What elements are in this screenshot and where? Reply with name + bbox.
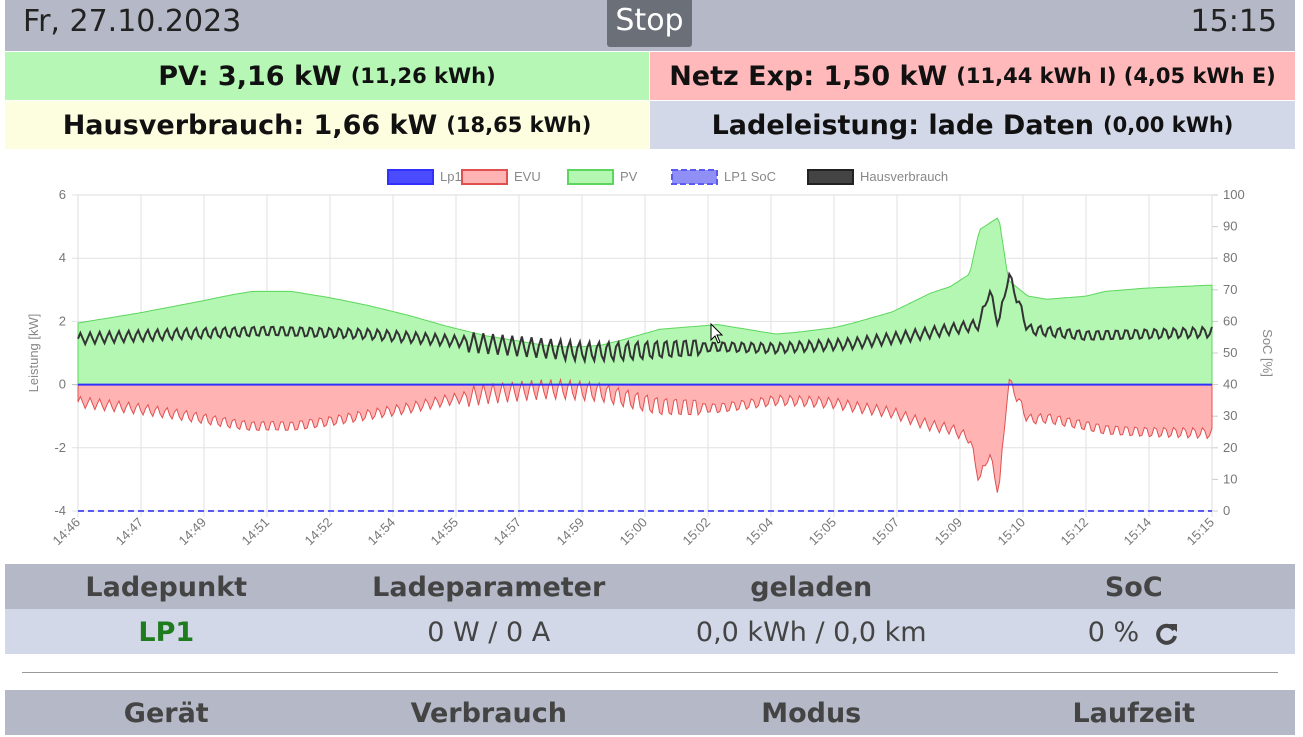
x-tick-label: 14:52 [302,515,336,549]
y2-tick-label: 20 [1223,440,1237,455]
legend-swatch [461,169,508,185]
col-modus: Modus [761,698,862,729]
chart-legend: Lp1 EVU PV LP1 SoC Hausverbrauch [387,169,948,185]
x-tick-label: 15:09 [932,515,966,549]
x-tick-label: 14:54 [365,515,399,549]
chart-lines [77,271,1213,512]
legend-item: Hausverbrauch [807,169,948,185]
charging-energy: (0,00 kWh) [1103,113,1234,137]
top-bar: Fr, 27.10.2023 Stop 15:15 [5,0,1295,51]
y2-tick-label: 40 [1223,377,1237,392]
pv-stat: PV: 3,16 kW (11,26 kWh) [5,52,649,100]
legend-item: EVU [461,169,541,185]
grid-energy: (11,44 kWh I) (4,05 kWh E) [956,64,1276,88]
charging-power: Ladeleistung: lade Daten [711,109,1094,141]
geladen-value: 0,0 kWh / 0,0 km [695,617,927,648]
y2-tick-label: 70 [1223,282,1237,297]
pv-area [77,217,1213,386]
y-axis-title: Leistung [kW] [26,314,41,393]
grid-stat: Netz Exp: 1,50 kW (11,44 kWh I) (4,05 kWh… [650,52,1295,100]
x-tick-label: 14:59 [554,515,588,549]
house-power: Hausverbrauch: 1,66 kW [62,109,438,141]
legend-label: PV [620,169,638,184]
house-energy: (18,65 kWh) [446,113,592,137]
col-ladeparameter: Ladeparameter [372,572,606,603]
charging-power-stat: Ladeleistung: lade Daten (0,00 kWh) [650,101,1295,149]
power-chart[interactable]: Lp1 EVU PV LP1 SoC Hausverbrauch 6420-2-4100… [0,158,1303,560]
grid-power: Netz Exp: 1,50 kW [669,60,948,92]
legend-swatch [387,169,434,185]
soc-cell: 0 % [973,609,1296,654]
house-consumption-stat: Hausverbrauch: 1,66 kW (18,65 kWh) [5,101,649,149]
y-tick-label: 4 [59,250,66,265]
ladepunkt-table-header: Ladepunkt Ladeparameter geladen SoC [5,564,1295,609]
x-tick-label: 15:05 [806,515,840,549]
y-tick-label: 6 [59,187,66,202]
current-time: 15:15 [1190,4,1277,39]
ladepunkt-name[interactable]: LP1 [138,617,195,648]
mouse-cursor-icon [710,322,724,344]
legend-label: Hausverbrauch [860,169,948,184]
current-date: Fr, 27.10.2023 [23,4,242,39]
legend-swatch [807,169,854,185]
pv-energy: (11,26 kWh) [350,64,496,88]
x-tick-label: 15:00 [617,515,651,549]
col-laufzeit: Laufzeit [1072,698,1196,729]
y2-tick-label: 0 [1223,503,1230,518]
col-geraet: Gerät [123,698,209,729]
pv-power: PV: 3,16 kW [158,60,342,92]
x-tick-label: 14:49 [176,515,210,549]
legend-item: LP1 SoC [671,169,776,185]
y2-tick-label: 50 [1223,345,1237,360]
legend-label: LP1 SoC [724,169,776,184]
x-tick-label: 14:55 [428,515,462,549]
x-tick-label: 14:46 [50,515,84,549]
x-tick-label: 14:57 [491,515,525,549]
legend-label: EVU [514,169,541,184]
y2-tick-label: 80 [1223,250,1237,265]
x-tick-label: 15:04 [743,515,777,549]
x-tick-label: 15:14 [1121,515,1155,549]
x-tick-label: 15:12 [1058,515,1092,549]
y2-tick-label: 10 [1223,471,1237,486]
x-tick-label: 15:15 [1184,515,1218,549]
stop-button[interactable]: Stop [607,0,692,47]
col-ladepunkt: Ladepunkt [85,572,248,603]
legend-swatch [671,169,718,185]
y-tick-label: -4 [54,503,66,518]
y-tick-label: 0 [59,377,66,392]
hausverbrauch-line [77,271,1213,365]
y2-tick-label: 100 [1223,187,1245,202]
device-table-header: Gerät Verbrauch Modus Laufzeit [5,690,1295,735]
y2-tick-label: 60 [1223,313,1237,328]
legend-swatch [567,169,614,185]
x-tick-label: 15:10 [995,515,1029,549]
x-tick-label: 15:02 [680,515,714,549]
y-tick-label: 2 [59,313,66,328]
chart-areas [77,217,1213,493]
x-tick-label: 14:47 [113,515,147,549]
x-tick-label: 15:07 [869,515,903,549]
soc-value: 0 % [1087,617,1140,648]
y2-tick-label: 90 [1223,219,1237,234]
table-row[interactable]: LP1 0 W / 0 A 0,0 kWh / 0,0 km 0 % [5,609,1295,654]
divider [22,672,1278,673]
legend-item: Lp1 [387,169,462,185]
y2-tick-label: 30 [1223,408,1237,423]
y-tick-label: -2 [54,440,66,455]
legend-label: Lp1 [440,169,462,184]
x-tick-label: 14:51 [239,515,273,549]
y2-axis-title: SoC [%] [1260,329,1275,377]
col-verbrauch: Verbrauch [410,698,567,729]
ladeparameter-value: 0 W / 0 A [427,617,551,648]
evu-area [77,377,1213,493]
refresh-icon[interactable] [1154,621,1180,647]
col-geladen: geladen [750,572,873,603]
legend-item: PV [567,169,638,185]
col-soc: SoC [1104,572,1163,603]
